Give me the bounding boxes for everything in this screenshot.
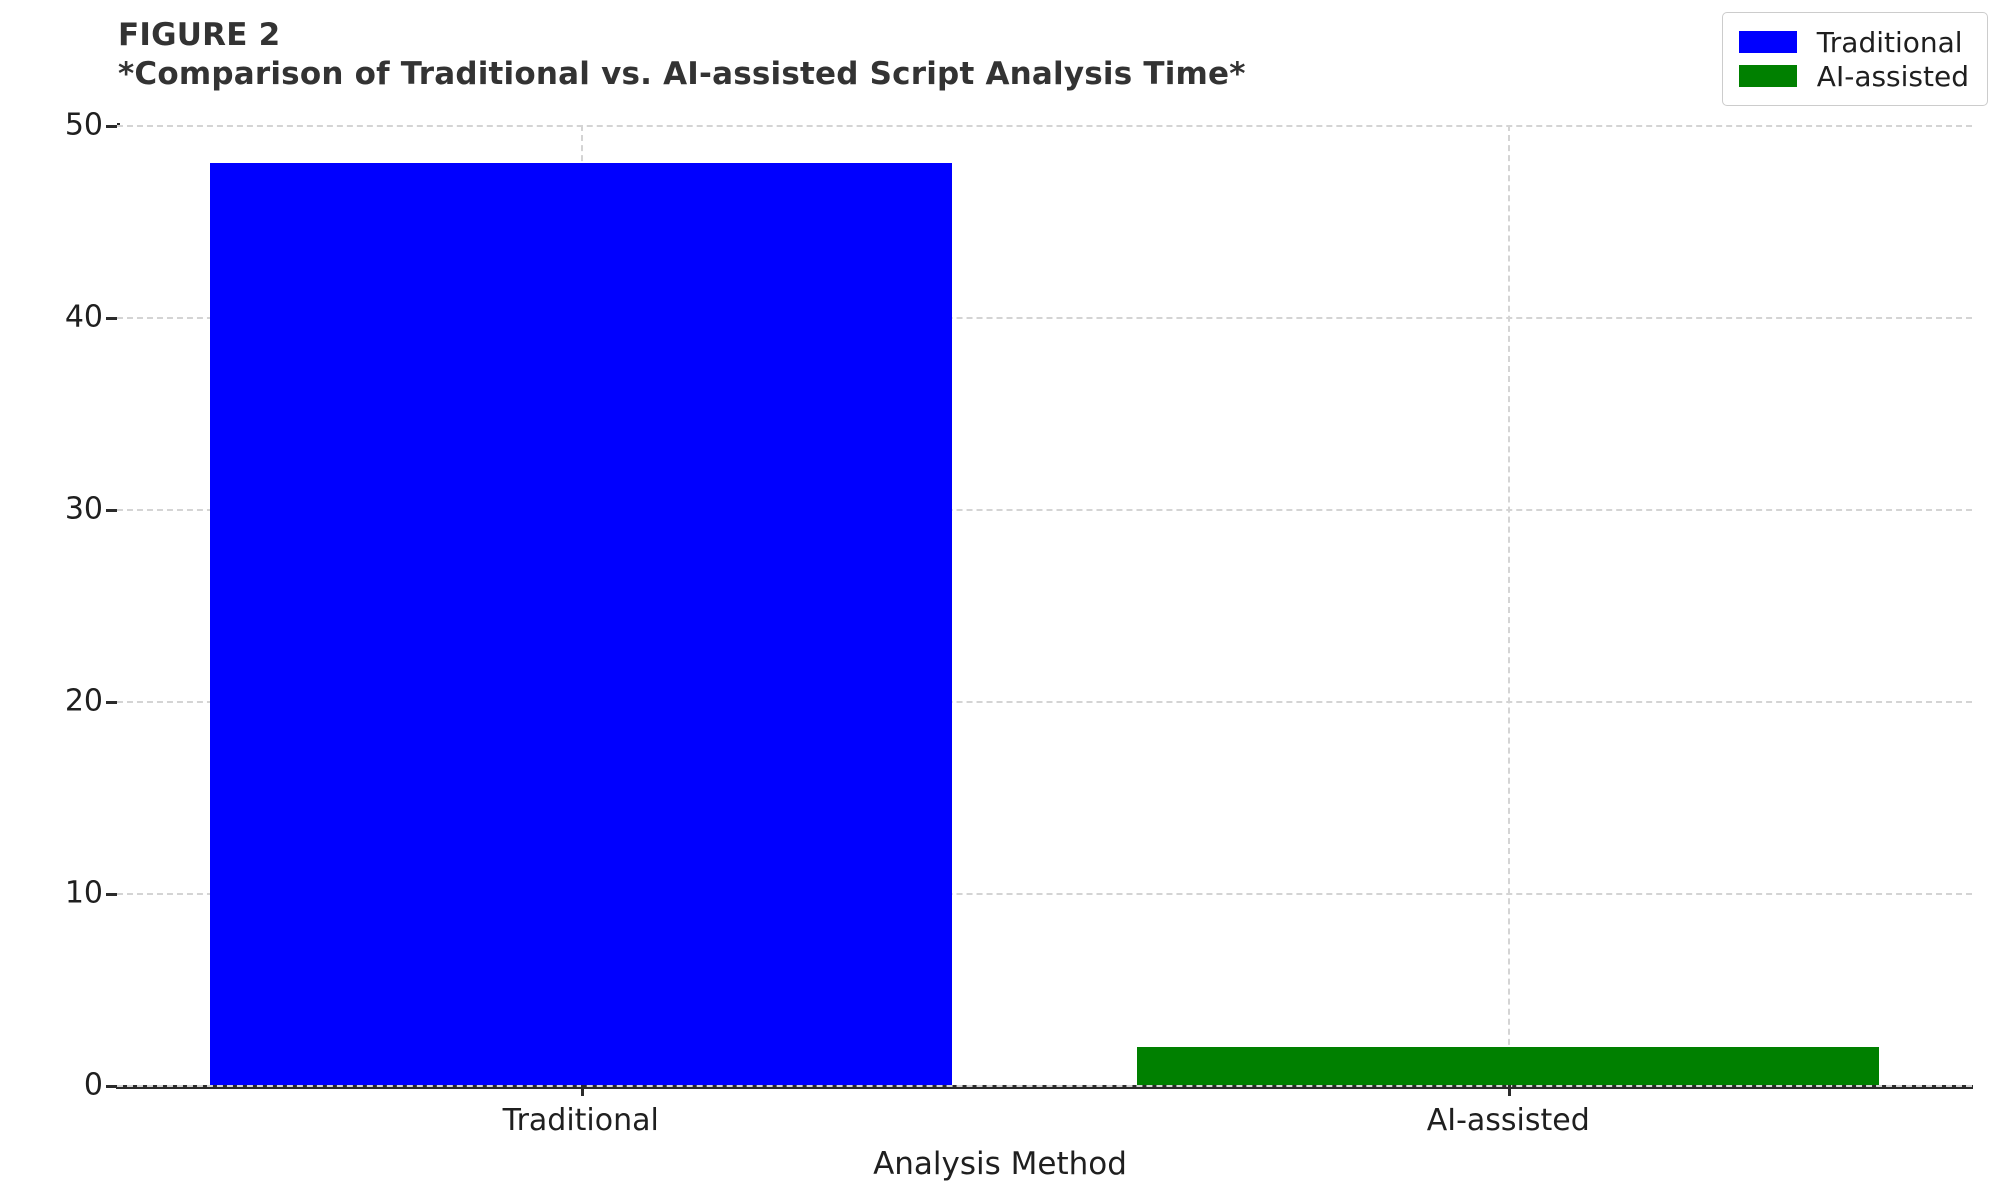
y-axis-tick-label: 10	[64, 875, 103, 911]
legend-swatch-icon	[1738, 65, 1797, 87]
plot-area: 0 10 20 30 40 50 Traditional AI-assisted	[65, 108, 1972, 1138]
x-axis-tick	[1508, 1085, 1512, 1096]
y-axis-tick	[106, 125, 117, 128]
legend-label: Traditional	[1816, 25, 1963, 59]
gridline-horizontal	[117, 893, 1972, 895]
y-axis-tick	[106, 893, 117, 896]
legend-item[interactable]: AI-assisted	[1738, 59, 1969, 93]
legend-label: AI-assisted	[1816, 59, 1969, 93]
figure-label: FIGURE 2	[118, 17, 281, 53]
gridline-horizontal	[117, 125, 1972, 127]
x-axis-spine	[116, 1085, 1973, 1089]
x-axis-tick-label: AI-assisted	[1426, 1103, 1590, 1138]
y-axis-tick-label: 20	[64, 683, 103, 719]
bar-ai-assisted[interactable]	[1137, 1046, 1880, 1085]
y-axis-tick	[106, 509, 117, 512]
figure-caption: *Comparison of Traditional vs. AI-assist…	[118, 56, 1246, 93]
y-axis-tick-label: 0	[83, 1067, 103, 1103]
chart-title-block: FIGURE 2 *Comparison of Traditional vs. …	[118, 16, 1818, 94]
y-axis-tick	[106, 317, 117, 320]
x-axis-label: Analysis Method	[873, 1146, 1127, 1182]
y-axis-tick-label: 50	[64, 107, 103, 143]
legend-item[interactable]: Traditional	[1738, 25, 1969, 59]
gridline-horizontal	[117, 317, 1972, 319]
y-axis-tick	[106, 1085, 117, 1088]
gridline-horizontal	[117, 1085, 1972, 1087]
gridline-horizontal	[117, 701, 1972, 703]
y-axis-tick-label: 40	[64, 299, 103, 335]
x-axis-tick-label: Traditional	[502, 1103, 659, 1138]
x-axis-tick	[580, 1085, 584, 1096]
y-axis-tick	[106, 701, 117, 704]
legend-swatch-icon	[1738, 31, 1797, 53]
bar-traditional[interactable]	[209, 163, 952, 1085]
gridline-horizontal	[117, 509, 1972, 511]
chart-legend: Traditional AI-assisted	[1721, 12, 1988, 106]
gridline-vertical	[1508, 125, 1511, 1085]
y-axis-tick-label: 30	[64, 491, 103, 527]
